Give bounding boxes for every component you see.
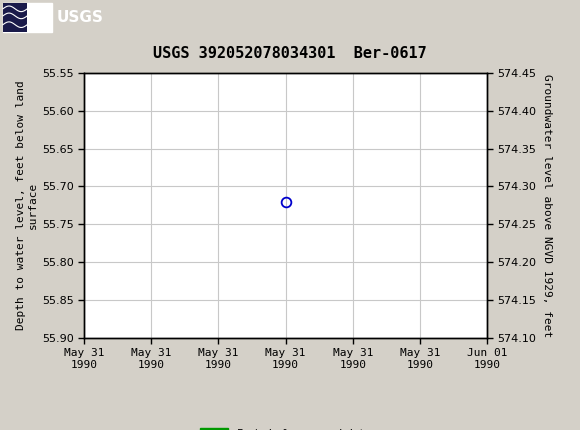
Text: USGS 392052078034301  Ber-0617: USGS 392052078034301 Ber-0617 — [153, 46, 427, 61]
Y-axis label: Groundwater level above NGVD 1929, feet: Groundwater level above NGVD 1929, feet — [542, 74, 552, 337]
Legend: Period of approved data: Period of approved data — [196, 424, 375, 430]
Bar — [3, 3, 52, 32]
Text: USGS: USGS — [57, 10, 104, 25]
Bar — [3, 3, 27, 32]
Y-axis label: Depth to water level, feet below land
surface: Depth to water level, feet below land su… — [16, 80, 38, 330]
